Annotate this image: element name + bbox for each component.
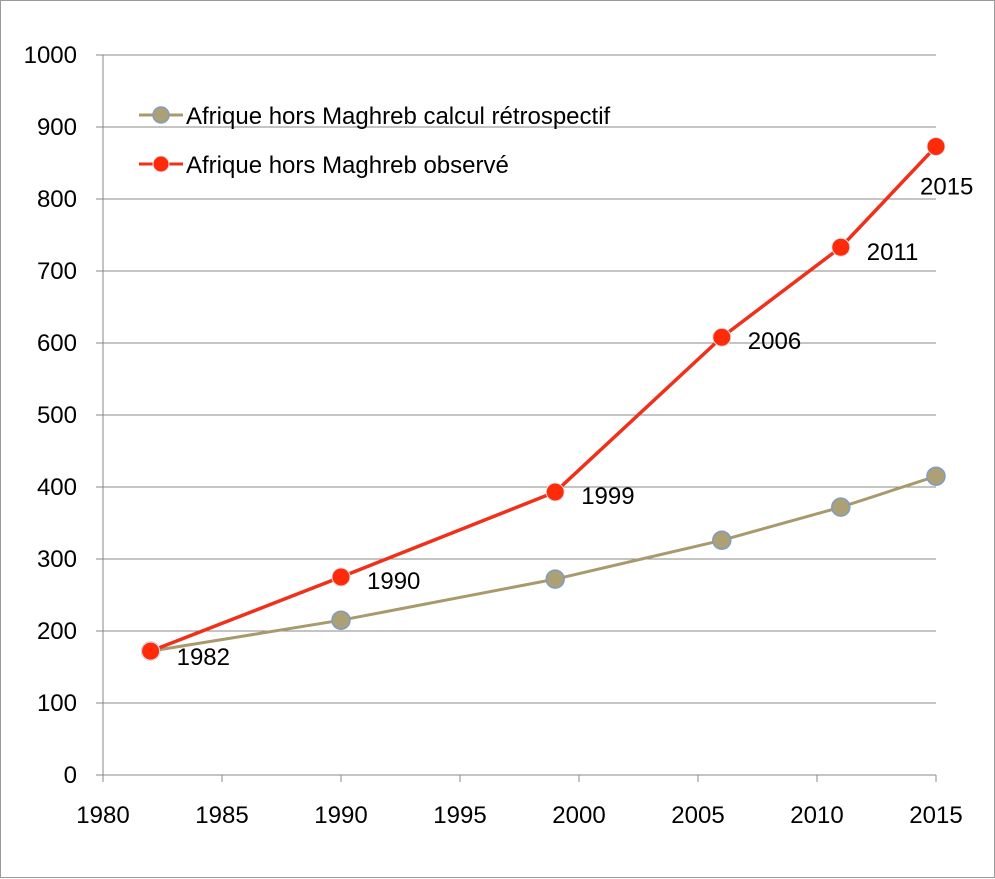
x-tick-label: 1980 xyxy=(76,802,129,829)
data-point-series-2 xyxy=(545,482,565,502)
point-label: 1982 xyxy=(177,644,230,671)
data-point-series-2 xyxy=(831,237,851,257)
x-tick-label: 2015 xyxy=(909,802,962,829)
series-line-2 xyxy=(149,145,938,653)
point-labels-layer: 1982 1990 1999 2006 2011 2015 xyxy=(177,173,974,671)
y-tick-label: 100 xyxy=(37,690,77,717)
y-tick-label: 600 xyxy=(37,330,77,357)
series-line-1 xyxy=(150,474,937,653)
axes-layer: 0 100 200 300 400 500 600 700 800 900 1000 1980 1985… xyxy=(24,42,963,829)
point-label: 1990 xyxy=(367,568,420,595)
legend-label-1: Afrique hors Maghreb calcul rétrospectif xyxy=(186,103,611,130)
legend-marker-2 xyxy=(152,155,170,173)
series-layer xyxy=(140,136,946,661)
point-label: 2011 xyxy=(867,239,919,266)
legend: Afrique hors Maghreb calcul rétrospectif… xyxy=(139,103,611,179)
y-tick-label: 300 xyxy=(37,546,77,573)
grid-layer xyxy=(103,54,936,704)
data-point-series-2 xyxy=(141,641,161,661)
y-tick-label: 200 xyxy=(37,618,77,645)
legend-marker-1 xyxy=(152,106,170,124)
y-tick-label: 700 xyxy=(37,258,77,285)
x-tick-label: 2010 xyxy=(790,802,843,829)
y-tick-label: 500 xyxy=(37,402,77,429)
data-point-series-2 xyxy=(926,136,946,156)
data-point-series-1 xyxy=(926,466,946,486)
data-point-series-1 xyxy=(831,497,851,517)
x-tick-label: 2000 xyxy=(552,802,605,829)
x-tick-label: 1985 xyxy=(195,802,248,829)
point-label: 1999 xyxy=(581,483,634,510)
y-tick-label: 800 xyxy=(37,186,77,213)
legend-label-2: Afrique hors Maghreb observé xyxy=(186,152,509,179)
y-tick-label: 1000 xyxy=(24,42,77,69)
point-label: 2015 xyxy=(920,173,973,200)
point-label: 2006 xyxy=(748,328,801,355)
y-tick-label: 0 xyxy=(64,762,77,789)
x-tick-label: 2005 xyxy=(671,802,724,829)
data-point-series-1 xyxy=(712,530,732,551)
y-tick-label: 900 xyxy=(37,114,77,141)
data-point-series-2 xyxy=(331,567,351,587)
data-point-series-1 xyxy=(545,569,565,589)
y-tick-label: 400 xyxy=(37,474,77,501)
data-point-series-2 xyxy=(712,327,732,347)
x-tick-label: 1995 xyxy=(433,802,486,829)
x-tick-label: 1990 xyxy=(314,802,367,829)
data-point-series-1 xyxy=(331,610,351,630)
